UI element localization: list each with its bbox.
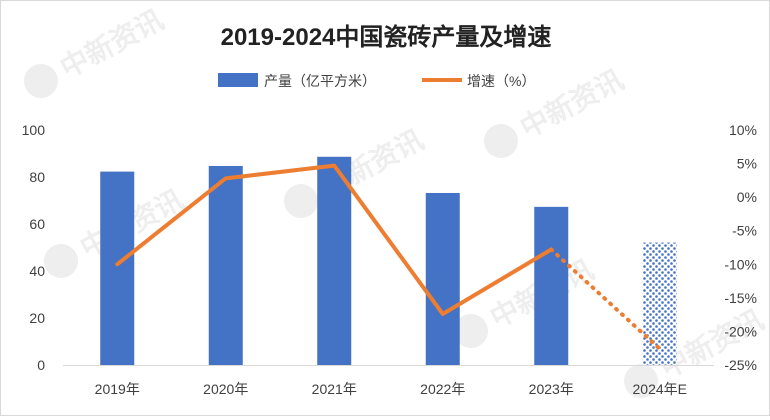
watermark-item: 中新资讯 xyxy=(18,2,169,104)
bar xyxy=(426,193,460,365)
right-tick-label: 5% xyxy=(737,156,757,172)
bar xyxy=(317,157,351,365)
left-axis: 0 20 40 60 80 100 xyxy=(22,122,46,373)
watermark-text: 中新资讯 xyxy=(55,4,168,84)
right-axis: -25% -20% -15% -10% -5% 0% 5% 10% xyxy=(724,122,757,373)
x-tick-label: 2019年 xyxy=(95,381,140,397)
x-tick-label: 2021年 xyxy=(312,381,357,397)
left-tick-label: 100 xyxy=(22,122,46,138)
left-tick-label: 60 xyxy=(29,216,45,232)
left-tick-label: 40 xyxy=(29,263,45,279)
left-tick-label: 80 xyxy=(29,169,45,185)
x-tick-label: 2022年 xyxy=(420,381,465,397)
right-tick-label: -5% xyxy=(732,223,757,239)
legend-bar-label: 产量（亿平方米） xyxy=(264,73,376,89)
x-tick-label: 2024年E xyxy=(633,381,687,397)
x-tick-label: 2023年 xyxy=(529,381,574,397)
bar xyxy=(209,166,243,365)
legend: 产量（亿平方米） 增速（%） xyxy=(218,73,535,89)
right-tick-label: -20% xyxy=(724,323,757,339)
bar xyxy=(534,207,568,365)
p-logo-icon xyxy=(18,58,64,104)
watermark-item: 中新资讯 xyxy=(278,122,429,224)
legend-line-label: 增速（%） xyxy=(467,73,535,89)
x-axis: 2019年 2020年 2021年 2022年 2023年 2024年E xyxy=(63,366,714,398)
left-tick-label: 0 xyxy=(37,357,45,373)
x-tick-label: 2020年 xyxy=(203,381,248,397)
right-tick-label: 10% xyxy=(729,122,757,138)
right-tick-label: 0% xyxy=(737,189,757,205)
p-logo-icon xyxy=(478,118,524,164)
bar-series xyxy=(100,157,677,365)
chart-title: 2019-2024中国瓷砖产量及增速 xyxy=(221,23,552,51)
bar xyxy=(100,172,134,365)
right-tick-label: -25% xyxy=(724,357,757,373)
left-tick-label: 20 xyxy=(29,310,45,326)
right-tick-label: -15% xyxy=(724,290,757,306)
right-tick-label: -10% xyxy=(724,256,757,272)
legend-bar-swatch xyxy=(218,73,258,87)
p-logo-icon xyxy=(278,178,324,224)
